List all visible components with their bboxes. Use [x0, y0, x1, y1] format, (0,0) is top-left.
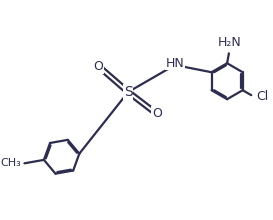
Text: Cl: Cl	[257, 90, 269, 103]
Text: O: O	[93, 60, 103, 73]
Text: H₂N: H₂N	[218, 36, 242, 49]
Text: S: S	[124, 85, 133, 99]
Text: O: O	[152, 107, 162, 120]
Text: CH₃: CH₃	[1, 158, 22, 168]
Text: HN: HN	[165, 57, 184, 70]
